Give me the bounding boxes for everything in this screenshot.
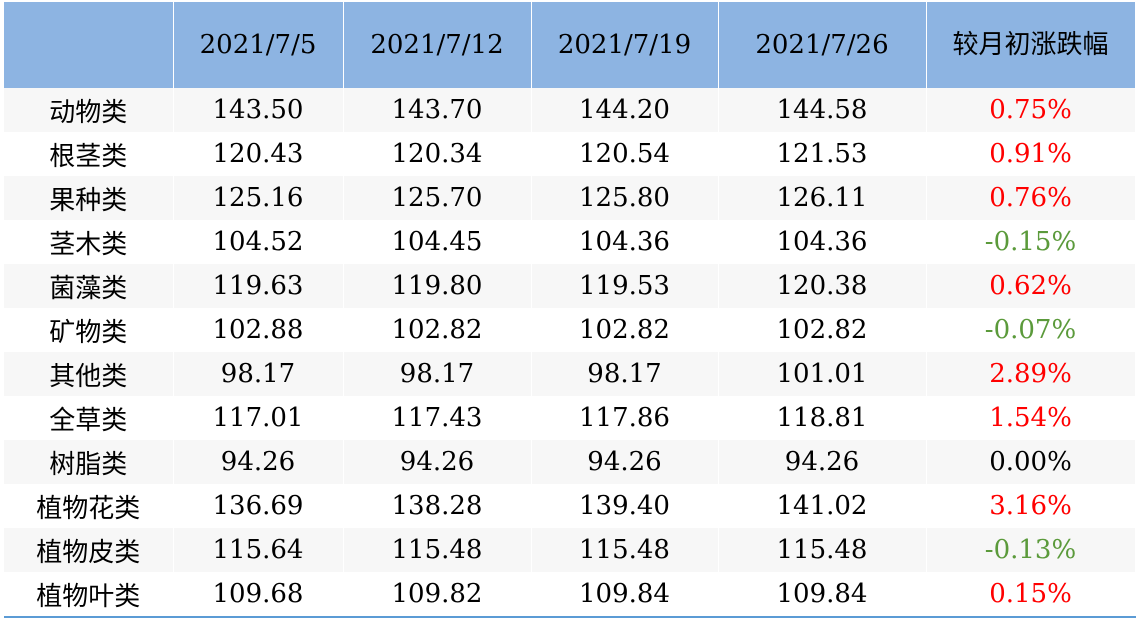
value-cell: 121.53 xyxy=(718,132,927,176)
value-cell: 109.84 xyxy=(718,572,927,617)
value-cell: 125.16 xyxy=(173,176,344,220)
value-cell: 94.26 xyxy=(718,440,927,484)
header-cell: 较月初涨跌幅 xyxy=(926,2,1136,88)
value-cell: 139.40 xyxy=(531,484,719,528)
category-cell: 菌藻类 xyxy=(4,264,174,308)
change-cell: 3.16% xyxy=(926,484,1136,528)
value-cell: 117.01 xyxy=(173,396,344,440)
value-cell: 141.02 xyxy=(718,484,927,528)
value-cell: 94.26 xyxy=(173,440,344,484)
value-cell: 109.84 xyxy=(531,572,719,617)
value-cell: 117.43 xyxy=(343,396,532,440)
value-cell: 98.17 xyxy=(343,352,532,396)
value-cell: 102.88 xyxy=(173,308,344,352)
value-cell: 102.82 xyxy=(343,308,532,352)
table-row: 植物皮类 115.64 115.48 115.48 115.48 -0.13% xyxy=(4,528,1136,572)
change-cell: 0.62% xyxy=(926,264,1136,308)
value-cell: 115.48 xyxy=(718,528,927,572)
change-cell: 0.75% xyxy=(926,88,1136,132)
table-row: 植物花类 136.69 138.28 139.40 141.02 3.16% xyxy=(4,484,1136,528)
value-cell: 144.58 xyxy=(718,88,927,132)
value-cell: 109.82 xyxy=(343,572,532,617)
table-row: 全草类 117.01 117.43 117.86 118.81 1.54% xyxy=(4,396,1136,440)
value-cell: 143.50 xyxy=(173,88,344,132)
value-cell: 98.17 xyxy=(173,352,344,396)
table-row: 菌藻类 119.63 119.80 119.53 120.38 0.62% xyxy=(4,264,1136,308)
category-cell: 动物类 xyxy=(4,88,174,132)
table-row: 根茎类 120.43 120.34 120.54 121.53 0.91% xyxy=(4,132,1136,176)
value-cell: 115.48 xyxy=(531,528,719,572)
value-cell: 120.43 xyxy=(173,132,344,176)
header-cell: 2021/7/5 xyxy=(173,2,344,88)
value-cell: 117.86 xyxy=(531,396,719,440)
value-cell: 120.54 xyxy=(531,132,719,176)
header-cell xyxy=(4,2,174,88)
value-cell: 119.63 xyxy=(173,264,344,308)
value-cell: 101.01 xyxy=(718,352,927,396)
change-cell: -0.13% xyxy=(926,528,1136,572)
category-cell: 茎木类 xyxy=(4,220,174,264)
value-cell: 94.26 xyxy=(531,440,719,484)
value-cell: 126.11 xyxy=(718,176,927,220)
category-cell: 树脂类 xyxy=(4,440,174,484)
header-cell: 2021/7/26 xyxy=(718,2,927,88)
value-cell: 125.70 xyxy=(343,176,532,220)
table-row: 矿物类 102.88 102.82 102.82 102.82 -0.07% xyxy=(4,308,1136,352)
change-cell: 0.91% xyxy=(926,132,1136,176)
change-cell: 0.15% xyxy=(926,572,1136,617)
value-cell: 94.26 xyxy=(343,440,532,484)
value-cell: 102.82 xyxy=(531,308,719,352)
change-cell: 0.00% xyxy=(926,440,1136,484)
category-cell: 植物皮类 xyxy=(4,528,174,572)
category-cell: 全草类 xyxy=(4,396,174,440)
category-cell: 果种类 xyxy=(4,176,174,220)
value-cell: 120.34 xyxy=(343,132,532,176)
category-cell: 植物花类 xyxy=(4,484,174,528)
change-cell: 0.76% xyxy=(926,176,1136,220)
value-cell: 143.70 xyxy=(343,88,532,132)
value-cell: 119.53 xyxy=(531,264,719,308)
value-cell: 104.52 xyxy=(173,220,344,264)
header-cell: 2021/7/12 xyxy=(343,2,532,88)
change-cell: 1.54% xyxy=(926,396,1136,440)
value-cell: 115.48 xyxy=(343,528,532,572)
table-body: 动物类 143.50 143.70 144.20 144.58 0.75% 根茎类 120.4… xyxy=(4,88,1136,617)
value-cell: 109.68 xyxy=(173,572,344,617)
category-cell: 根茎类 xyxy=(4,132,174,176)
header-row: 2021/7/5 2021/7/12 2021/7/19 2021/7/26 较月初涨跌… xyxy=(4,2,1136,88)
category-cell: 矿物类 xyxy=(4,308,174,352)
price-table: 2021/7/5 2021/7/12 2021/7/19 2021/7/26 较月初涨跌… xyxy=(4,2,1136,618)
value-cell: 119.80 xyxy=(343,264,532,308)
header-cell: 2021/7/19 xyxy=(531,2,719,88)
table-row: 动物类 143.50 143.70 144.20 144.58 0.75% xyxy=(4,88,1136,132)
value-cell: 144.20 xyxy=(531,88,719,132)
value-cell: 98.17 xyxy=(531,352,719,396)
value-cell: 138.28 xyxy=(343,484,532,528)
value-cell: 102.82 xyxy=(718,308,927,352)
change-cell: -0.07% xyxy=(926,308,1136,352)
change-cell: -0.15% xyxy=(926,220,1136,264)
category-cell: 植物叶类 xyxy=(4,572,174,617)
table-row: 树脂类 94.26 94.26 94.26 94.26 0.00% xyxy=(4,440,1136,484)
table-row: 其他类 98.17 98.17 98.17 101.01 2.89% xyxy=(4,352,1136,396)
table-row: 植物叶类 109.68 109.82 109.84 109.84 0.15% xyxy=(4,572,1136,617)
change-cell: 2.89% xyxy=(926,352,1136,396)
value-cell: 104.36 xyxy=(718,220,927,264)
table-row: 茎木类 104.52 104.45 104.36 104.36 -0.15% xyxy=(4,220,1136,264)
value-cell: 125.80 xyxy=(531,176,719,220)
value-cell: 136.69 xyxy=(173,484,344,528)
value-cell: 104.45 xyxy=(343,220,532,264)
value-cell: 120.38 xyxy=(718,264,927,308)
value-cell: 104.36 xyxy=(531,220,719,264)
category-cell: 其他类 xyxy=(4,352,174,396)
table-row: 果种类 125.16 125.70 125.80 126.11 0.76% xyxy=(4,176,1136,220)
value-cell: 118.81 xyxy=(718,396,927,440)
value-cell: 115.64 xyxy=(173,528,344,572)
